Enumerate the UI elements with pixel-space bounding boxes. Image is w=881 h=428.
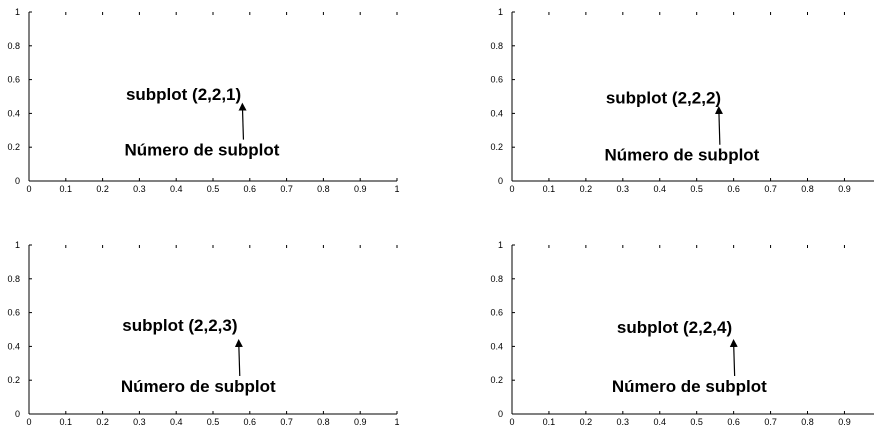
x-tick-label: 0.3 (617, 417, 630, 427)
y-tick-label: 0.2 (7, 142, 20, 152)
x-tick-label: 0.2 (96, 184, 109, 194)
x-tick-label: 0.4 (653, 184, 666, 194)
y-tick-label: 0.4 (490, 341, 503, 351)
y-tick-label: 0.8 (490, 274, 503, 284)
x-tick-label: 0.1 (60, 184, 73, 194)
x-tick-label: 0.7 (280, 184, 293, 194)
subplot-number-annotation: Número de subplot (612, 377, 767, 396)
x-tick-label: 1 (394, 184, 399, 194)
y-tick-label: 0.2 (490, 142, 503, 152)
x-tick-label: 0.9 (354, 184, 367, 194)
y-tick-label: 1 (498, 240, 503, 250)
x-tick-label: 0.1 (60, 417, 73, 427)
x-tick-label: 0.4 (653, 417, 666, 427)
subplot-label: subplot (2,2,1) (126, 85, 241, 104)
x-tick-label: 0 (26, 417, 31, 427)
y-tick-label: 0.6 (490, 308, 503, 318)
y-tick-label: 0.8 (7, 41, 20, 51)
x-tick-label: 0.5 (690, 184, 703, 194)
y-tick-label: 0.6 (490, 75, 503, 85)
y-tick-label: 0 (498, 176, 503, 186)
x-tick-label: 0.7 (764, 184, 777, 194)
x-tick-label: 0.3 (133, 417, 146, 427)
y-tick-label: 0 (498, 409, 503, 419)
x-tick-label: 0.2 (96, 417, 109, 427)
y-tick-label: 1 (15, 240, 20, 250)
y-tick-label: 0 (15, 176, 20, 186)
subplot-panel-2: 0 0.1 0.2 0.3 0.4 0.5 0.6 0.7 0.8 0.9 0 0.2 0.4 0.6 0.… (490, 7, 874, 194)
subplot-panel-1: 0 0.1 0.2 0.3 0.4 0.5 0.6 0.7 0.8 0.9 1 0 0.2 0.4 0.6 0… (7, 7, 399, 194)
x-tick-label: 0.8 (317, 184, 330, 194)
y-tick-label: 1 (498, 7, 503, 17)
annotation-arrow (729, 339, 738, 377)
y-tick-label: 0.6 (7, 308, 20, 318)
y-tick-label: 0.8 (490, 41, 503, 51)
x-tick-label: 0.8 (801, 417, 814, 427)
x-tick-label: 0.4 (170, 417, 183, 427)
subplot-label: subplot (2,2,2) (606, 88, 721, 107)
y-tick-label: 1 (15, 7, 20, 17)
x-tick-label: 0.3 (617, 184, 630, 194)
x-tick-label: 0.5 (207, 184, 220, 194)
x-tick-label: 0.9 (838, 417, 851, 427)
annotation-arrow (234, 339, 243, 377)
x-tick-label: 0.6 (727, 417, 740, 427)
annotation-arrow (714, 106, 723, 145)
x-tick-label: 0.1 (543, 417, 556, 427)
y-tick-label: 0.8 (7, 274, 20, 284)
x-tick-label: 0.2 (580, 417, 593, 427)
subplot-number-annotation: Número de subplot (121, 377, 276, 396)
y-tick-label: 0 (15, 409, 20, 419)
x-tick-label: 0.9 (838, 184, 851, 194)
x-tick-label: 0 (509, 417, 514, 427)
y-tick-label: 0.4 (7, 341, 20, 351)
y-tick-label: 0.2 (490, 375, 503, 385)
x-tick-label: 0.8 (317, 417, 330, 427)
x-tick-label: 0.3 (133, 184, 146, 194)
y-tick-label: 0.2 (7, 375, 20, 385)
x-tick-label: 0.7 (280, 417, 293, 427)
subplot-number-annotation: Número de subplot (604, 146, 759, 165)
x-tick-label: 0.2 (580, 184, 593, 194)
subplot-label: subplot (2,2,3) (122, 316, 237, 335)
subplot-number-annotation: Número de subplot (125, 141, 280, 160)
subplot-panel-4: 0 0.1 0.2 0.3 0.4 0.5 0.6 0.7 0.8 0.9 0 0.2 0.4 0.6 0.… (490, 240, 874, 427)
x-tick-label: 0.8 (801, 184, 814, 194)
x-tick-label: 0.4 (170, 184, 183, 194)
x-tick-label: 0.5 (207, 417, 220, 427)
x-tick-label: 0 (509, 184, 514, 194)
annotation-arrow (238, 102, 247, 140)
subplot-label: subplot (2,2,4) (617, 318, 732, 337)
x-tick-label: 0.1 (543, 184, 556, 194)
subplot-panel-3: 0 0.1 0.2 0.3 0.4 0.5 0.6 0.7 0.8 0.9 1 0 0.2 0.4 0.6 0… (7, 240, 399, 427)
x-tick-label: 0.6 (244, 184, 257, 194)
y-tick-label: 0.4 (7, 108, 20, 118)
x-tick-label: 0.9 (354, 417, 367, 427)
y-tick-label: 0.6 (7, 75, 20, 85)
x-tick-label: 0 (26, 184, 31, 194)
x-tick-label: 0.5 (690, 417, 703, 427)
x-tick-label: 0.6 (727, 184, 740, 194)
x-tick-label: 0.7 (764, 417, 777, 427)
y-tick-label: 0.4 (490, 108, 503, 118)
x-tick-label: 0.6 (244, 417, 257, 427)
x-tick-label: 1 (394, 417, 399, 427)
